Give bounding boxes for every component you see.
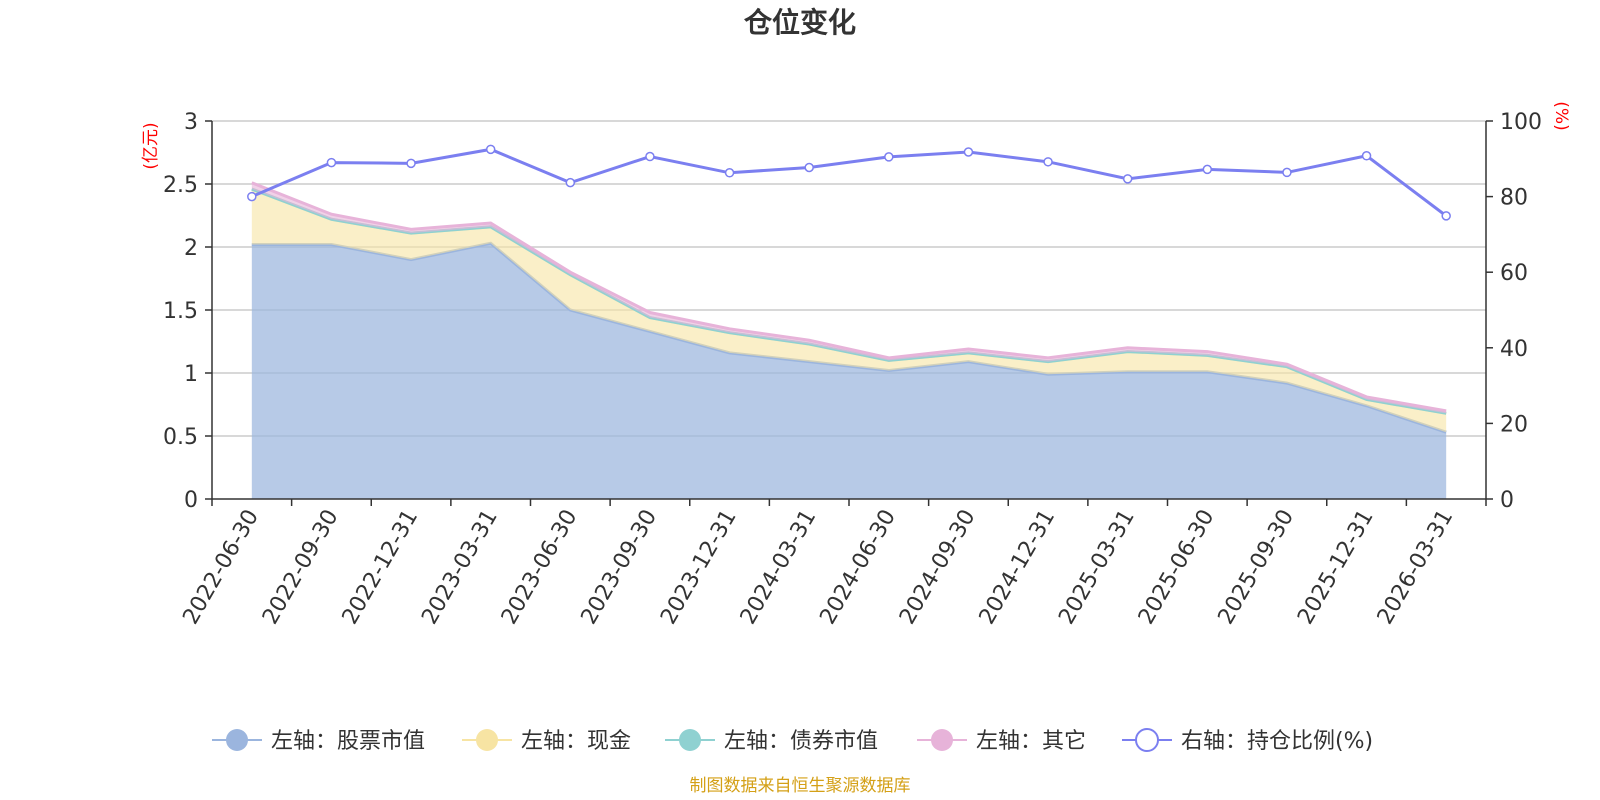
left-axis-unit: (亿元) bbox=[141, 122, 161, 169]
ratio-point bbox=[1043, 157, 1053, 167]
left-tick-label: 1 bbox=[184, 362, 198, 387]
x-tick-label: 2025-06-30 bbox=[1134, 506, 1220, 629]
ratio-point bbox=[565, 177, 576, 188]
x-tick-label: 2024-09-30 bbox=[895, 506, 981, 629]
left-tick-label: 1.5 bbox=[163, 299, 198, 324]
stacked-areas bbox=[251, 181, 1447, 499]
x-tick-label: 2025-03-31 bbox=[1054, 506, 1140, 629]
right-tick-label: 0 bbox=[1500, 488, 1514, 513]
ratio-point bbox=[804, 162, 814, 173]
ratio-point bbox=[1122, 174, 1133, 184]
x-tick-label: 2024-06-30 bbox=[815, 506, 901, 629]
ratio-point bbox=[963, 147, 974, 157]
x-tick-label: 2024-03-31 bbox=[736, 506, 822, 629]
ratio-point bbox=[247, 191, 257, 202]
ratio-point bbox=[884, 152, 894, 162]
x-tick-label: 2024-12-31 bbox=[975, 506, 1061, 629]
x-tick-label: 2023-03-31 bbox=[417, 506, 503, 629]
source-note: 制图数据来自恒生聚源数据库 bbox=[690, 776, 911, 796]
right-axis-unit: (%) bbox=[1551, 101, 1571, 130]
ratio-point bbox=[485, 144, 496, 155]
ratio-point bbox=[326, 157, 337, 168]
x-tick-label: 2023-06-30 bbox=[497, 506, 583, 629]
x-tick-label: 2023-12-31 bbox=[656, 506, 742, 629]
position-ratio-line bbox=[247, 144, 1451, 221]
ratio-point bbox=[645, 151, 655, 162]
legend-marker-1 bbox=[476, 729, 498, 751]
ratio-point bbox=[724, 168, 735, 178]
x-tick-label: 2022-06-30 bbox=[178, 506, 264, 629]
left-tick-label: 0.5 bbox=[163, 425, 198, 450]
left-tick-label: 2 bbox=[184, 236, 198, 261]
left-tick-label: 3 bbox=[184, 110, 198, 135]
area-edge-3 bbox=[251, 181, 1447, 413]
x-tick-label: 2023-09-30 bbox=[577, 506, 663, 629]
left-tick-label: 2.5 bbox=[163, 173, 198, 198]
left-tick-label: 0 bbox=[184, 488, 198, 513]
ratio-point bbox=[1441, 211, 1451, 221]
legend-label-1: 左轴：现金 bbox=[521, 729, 631, 754]
ratio-point bbox=[406, 158, 416, 169]
x-tick-label: 2022-09-30 bbox=[258, 506, 344, 629]
x-tick-label: 2025-12-31 bbox=[1293, 506, 1379, 629]
legend-marker-3 bbox=[931, 729, 953, 751]
legend-label-4: 右轴：持仓比例(%) bbox=[1181, 729, 1373, 754]
right-tick-label: 80 bbox=[1500, 186, 1528, 211]
legend: 左轴：股票市值 左轴：现金 左轴：债券市值 左轴：其它 右轴：持仓比例(%) bbox=[212, 728, 1373, 754]
right-tick-label: 100 bbox=[1500, 110, 1542, 135]
legend-label-0: 左轴：股票市值 bbox=[271, 729, 425, 754]
x-tick-label: 2026-03-31 bbox=[1373, 506, 1459, 629]
legend-marker-4 bbox=[1135, 728, 1159, 752]
x-tick-label: 2025-09-30 bbox=[1214, 506, 1300, 629]
legend-marker-2 bbox=[679, 729, 701, 751]
area-1 bbox=[251, 189, 1447, 433]
right-tick-label: 60 bbox=[1500, 261, 1528, 286]
area-0 bbox=[251, 243, 1447, 499]
x-tick-label: 2022-12-31 bbox=[338, 506, 424, 629]
ratio-point bbox=[1282, 167, 1292, 178]
legend-label-2: 左轴：债券市值 bbox=[724, 729, 878, 754]
right-tick-label: 40 bbox=[1500, 337, 1528, 362]
ratio-point bbox=[1202, 164, 1213, 175]
chart-title: 仓位变化 bbox=[744, 6, 856, 39]
right-tick-label: 20 bbox=[1500, 412, 1528, 437]
legend-label-3: 左轴：其它 bbox=[976, 729, 1086, 754]
legend-marker-0 bbox=[226, 729, 248, 751]
ratio-line-path bbox=[251, 147, 1448, 218]
ratio-point bbox=[1361, 151, 1372, 161]
